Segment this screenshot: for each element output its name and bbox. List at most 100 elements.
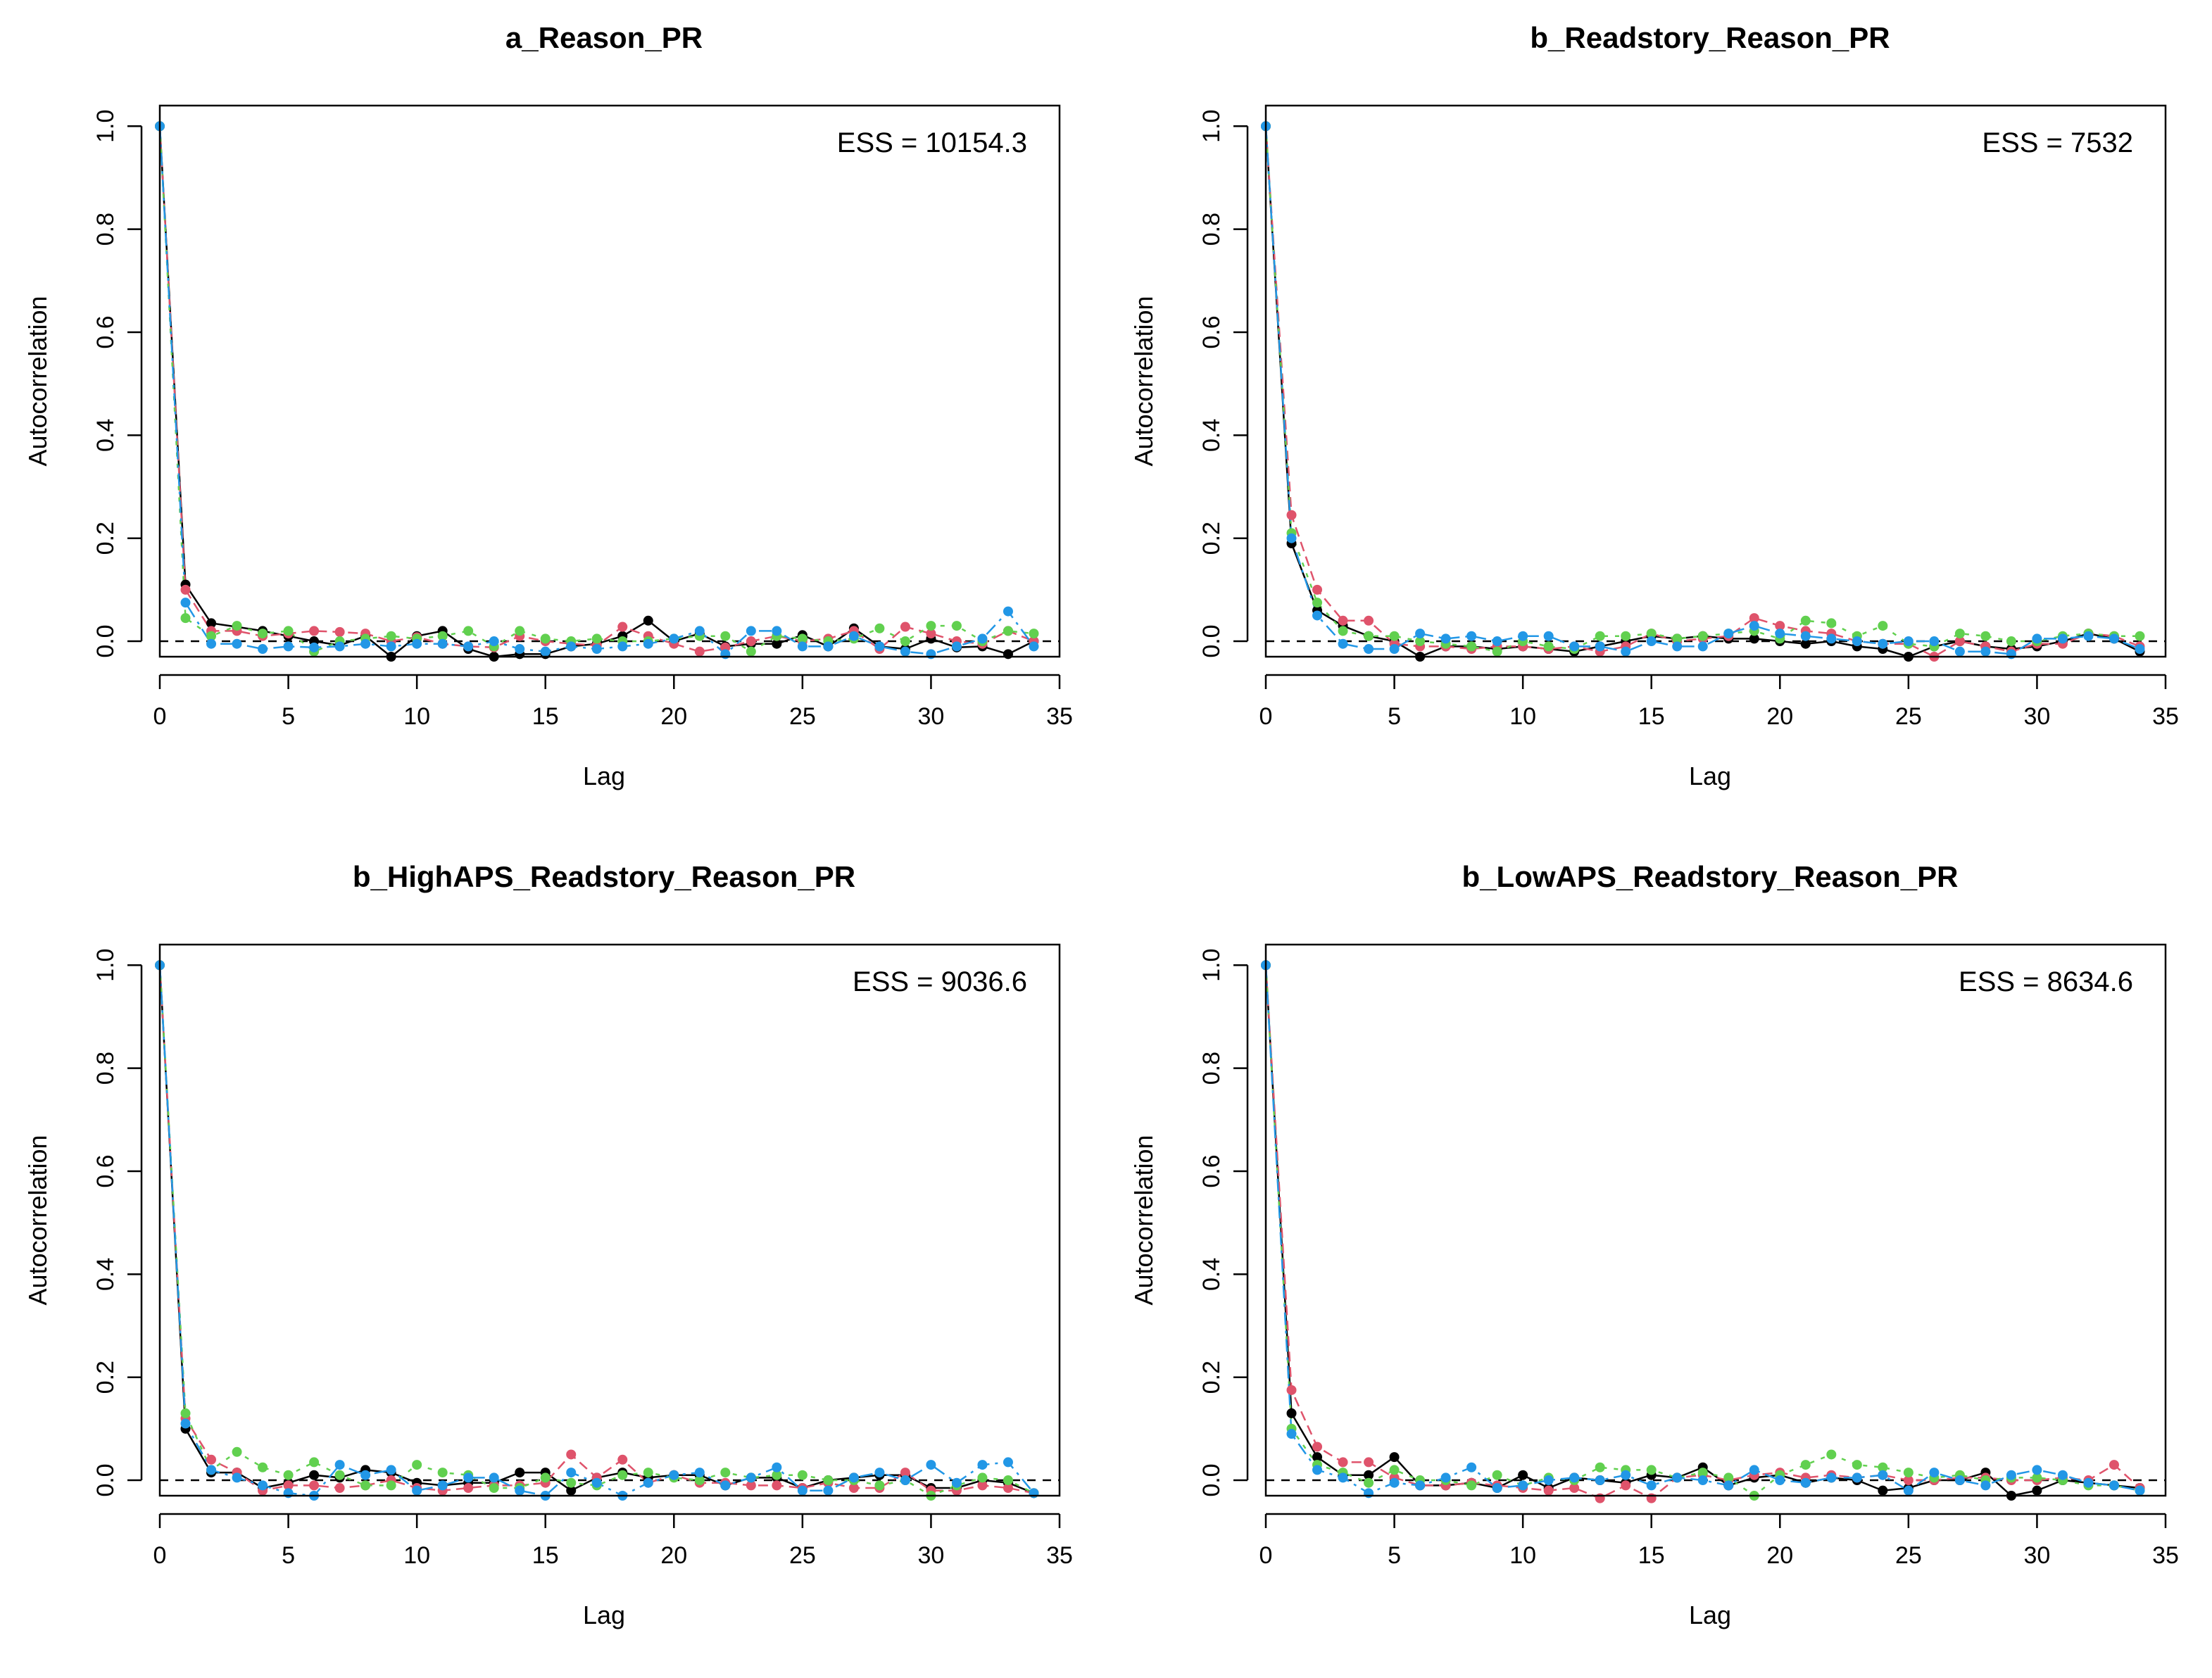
data-point-chain-4-lag-23 xyxy=(746,1472,756,1483)
series-line-chain-3 xyxy=(158,126,1034,653)
data-point-chain-3-lag-6 xyxy=(309,1457,320,1468)
data-point-chain-3-lag-9 xyxy=(1492,1470,1502,1480)
data-point-chain-4-lag-23 xyxy=(1852,636,1862,647)
data-point-chain-4-lag-12 xyxy=(1569,1472,1580,1483)
y-tick-label-0.8: 0.8 xyxy=(92,213,119,246)
data-point-chain-3-lag-33 xyxy=(1003,1475,1013,1486)
acf-chart-a-reason-pr: a_Reason_PR 0 5 10 15 20 25 30 35 0.0 0.2 0.4 0.6 0.8… xyxy=(23,21,1073,790)
series-line-chain-2 xyxy=(158,965,1034,1494)
data-point-chain-4-lag-19 xyxy=(1749,1465,1759,1475)
data-point-chain-2-lag-1 xyxy=(1286,510,1297,520)
data-point-chain-4-lag-26 xyxy=(823,1485,834,1496)
data-point-chain-4-lag-29 xyxy=(900,646,910,657)
data-point-chain-3-lag-25 xyxy=(1903,1468,1913,1478)
data-point-chain-2-lag-12 xyxy=(1569,1483,1580,1494)
series-line-chain-1 xyxy=(158,126,1035,658)
data-point-chain-4-lag-32 xyxy=(977,633,988,644)
data-point-chain-3-lag-8 xyxy=(1466,1480,1477,1491)
y-tick-label-0.4: 0.4 xyxy=(92,1258,119,1291)
data-point-chain-2-lag-33 xyxy=(2109,1460,2119,1470)
data-point-chain-2-lag-16 xyxy=(566,1449,577,1460)
data-point-chain-3-lag-11 xyxy=(437,631,448,641)
data-point-chain-4-lag-7 xyxy=(334,641,345,652)
x-tick-label-15: 15 xyxy=(532,703,559,730)
data-point-chain-3-lag-29 xyxy=(2006,636,2016,647)
y-tick-label-0.8: 0.8 xyxy=(1198,213,1225,246)
data-point-chain-4-lag-7 xyxy=(1440,633,1451,644)
y-tick-label-0.4: 0.4 xyxy=(1198,1258,1225,1291)
data-point-chain-4-lag-17 xyxy=(591,1477,602,1488)
data-point-chain-4-lag-31 xyxy=(2057,1470,2068,1480)
data-point-chain-3-lag-30 xyxy=(2032,1472,2042,1483)
data-point-chain-4-lag-24 xyxy=(1878,1470,1888,1480)
series-line-chain-2 xyxy=(158,126,1034,652)
data-point-chain-4-lag-26 xyxy=(1929,1468,1940,1478)
data-point-chain-2-lag-27 xyxy=(1954,636,1965,647)
data-point-chain-2-lag-19 xyxy=(1749,613,1759,624)
data-point-chain-3-lag-7 xyxy=(334,1470,345,1480)
data-point-chain-4-lag-15 xyxy=(1646,1480,1657,1491)
data-point-chain-4-lag-27 xyxy=(848,631,859,641)
y-tick-label-1.0: 1.0 xyxy=(92,949,119,982)
data-point-chain-1-lag-24 xyxy=(772,638,782,649)
data-point-chain-1-lag-19 xyxy=(1749,633,1759,644)
data-point-chain-4-lag-8 xyxy=(360,1470,371,1480)
data-point-chain-3-lag-16 xyxy=(566,1477,577,1488)
data-point-chain-4-lag-22 xyxy=(720,1480,731,1491)
data-point-chain-4-lag-25 xyxy=(797,641,807,652)
data-point-chain-2-lag-7 xyxy=(334,1483,345,1494)
x-tick-label-25: 25 xyxy=(789,1542,816,1569)
x-axis-label: Lag xyxy=(1689,1601,1731,1629)
data-point-chain-2-lag-24 xyxy=(772,1480,782,1491)
data-point-chain-3-lag-33 xyxy=(1003,626,1013,636)
y-tick-label-0.2: 0.2 xyxy=(1198,522,1225,555)
data-point-chain-1-lag-2 xyxy=(206,618,217,629)
data-point-chain-4-lag-23 xyxy=(746,626,756,636)
data-point-chain-1-lag-6 xyxy=(309,1470,320,1480)
data-point-chain-1-lag-16 xyxy=(566,1485,577,1496)
data-point-chain-4-lag-11 xyxy=(1543,631,1554,641)
data-point-chain-2-lag-1 xyxy=(180,584,191,595)
data-point-chain-4-lag-22 xyxy=(1826,1472,1837,1483)
data-point-chain-3-lag-21 xyxy=(1800,1460,1811,1470)
data-point-chain-4-lag-8 xyxy=(1466,631,1477,641)
data-point-chain-4-lag-34 xyxy=(2135,644,2145,655)
acf-panel-b-lowaps-readstory-reason-pr: b_LowAPS_Readstory_Reason_PR 0 5 10 15 20 25 30… xyxy=(1106,839,2212,1678)
data-point-chain-4-lag-24 xyxy=(772,1462,782,1472)
data-point-chain-2-lag-20 xyxy=(1775,621,1785,631)
data-point-chain-4-lag-21 xyxy=(694,1468,705,1478)
data-point-chain-3-lag-5 xyxy=(1389,631,1400,641)
acf-chart-b-lowaps-readstory-reason-pr: b_LowAPS_Readstory_Reason_PR 0 5 10 15 20 25 30… xyxy=(1129,860,2179,1629)
data-point-chain-2-lag-6 xyxy=(309,626,320,636)
data-point-chain-4-lag-14 xyxy=(1621,1470,1631,1480)
data-point-chain-4-lag-22 xyxy=(1826,633,1837,644)
data-point-chain-4-lag-20 xyxy=(669,633,679,644)
data-point-chain-2-lag-33 xyxy=(1003,1483,1013,1494)
data-point-chain-4-lag-25 xyxy=(1903,1485,1913,1496)
data-point-chain-4-lag-3 xyxy=(232,1472,242,1483)
data-point-chain-3-lag-26 xyxy=(823,1475,834,1486)
data-point-chain-4-lag-27 xyxy=(1954,646,1965,657)
data-point-chain-3-lag-12 xyxy=(463,626,474,636)
acf-chart-b-readstory-reason-pr: b_Readstory_Reason_PR 0 5 10 15 20 25 30 35 0.0 0.… xyxy=(1129,21,2179,790)
data-point-chain-3-lag-21 xyxy=(694,1475,705,1486)
data-point-chain-3-lag-14 xyxy=(1621,631,1631,641)
chart-title: a_Reason_PR xyxy=(505,21,703,54)
data-point-chain-4-lag-26 xyxy=(823,641,834,652)
data-point-chain-4-lag-24 xyxy=(1878,638,1888,649)
data-point-chain-3-lag-18 xyxy=(1723,1472,1734,1483)
data-point-chain-4-lag-1 xyxy=(180,598,191,608)
data-point-chain-3-lag-25 xyxy=(797,1470,807,1480)
y-tick-label-0.0: 0.0 xyxy=(92,1463,119,1496)
data-point-chain-4-lag-2 xyxy=(1312,1465,1323,1475)
data-point-chain-4-lag-10 xyxy=(412,1485,422,1496)
x-tick-label-15: 15 xyxy=(1638,1542,1665,1569)
data-point-chain-4-lag-10 xyxy=(412,638,422,649)
data-point-chain-4-lag-2 xyxy=(206,1465,217,1475)
x-tick-label-30: 30 xyxy=(2024,1542,2051,1569)
data-point-chain-3-lag-3 xyxy=(1338,626,1348,636)
y-axis-label: Autocorrelation xyxy=(1129,1135,1158,1305)
data-point-chain-4-lag-29 xyxy=(900,1475,910,1486)
x-tick-label-35: 35 xyxy=(2152,703,2179,730)
data-point-chain-4-lag-5 xyxy=(283,641,294,652)
